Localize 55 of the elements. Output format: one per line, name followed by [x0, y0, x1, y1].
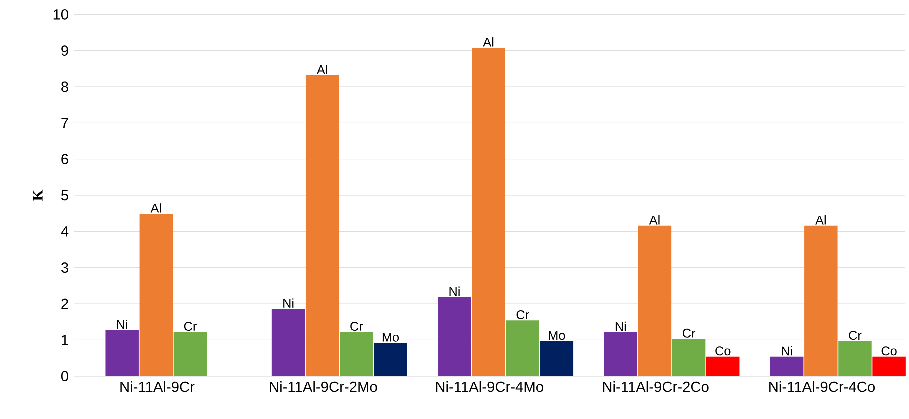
series-label: Ni	[450, 286, 460, 296]
y-tick-label: 9	[62, 45, 68, 56]
y-tick-label: 6	[62, 154, 68, 164]
y-tick-label: 0	[61, 370, 68, 382]
bar	[638, 226, 672, 376]
bar	[140, 214, 174, 376]
text: Al	[316, 64, 328, 74]
text: Co	[882, 346, 897, 356]
y-tick-label: 8	[62, 82, 68, 92]
text: Ni	[782, 346, 792, 356]
bar	[506, 320, 540, 376]
text: Al	[649, 215, 660, 225]
x-tick-label: Ni-11Al-9Cr-4Co	[770, 381, 876, 392]
bar	[672, 338, 706, 376]
bar	[604, 332, 638, 376]
text: Ni	[284, 298, 294, 308]
series-label: Mo	[382, 332, 400, 342]
bar	[706, 356, 740, 376]
series-label: Co	[716, 346, 731, 356]
text: Ni	[616, 322, 626, 331]
bar	[438, 296, 472, 376]
bar	[804, 226, 838, 376]
bar	[106, 330, 139, 376]
series-label: Cr	[849, 330, 862, 340]
y-tick-label: 7	[62, 118, 68, 128]
x-tick-label: Ni-11Al-9Cr-2Mo	[270, 381, 378, 392]
text: Cr	[682, 328, 696, 338]
x-tick-label: Ni-11Al-9Cr	[120, 381, 195, 392]
y-tick-label: 3	[61, 262, 68, 273]
text: Cr	[184, 322, 197, 331]
bar	[872, 356, 906, 376]
x-tick-label: Ni-11Al-9Cr-2Co	[603, 381, 709, 392]
text: Al	[150, 203, 162, 213]
y-tick-label: 10	[54, 9, 68, 20]
y-axis-title: K	[33, 190, 43, 201]
y-tick-label: 5	[62, 190, 68, 200]
bar	[374, 342, 408, 376]
bar	[540, 341, 574, 376]
x-tick-label: Ni-11Al-9Cr-4Mo	[436, 381, 544, 392]
y-tick-label: 2	[62, 298, 68, 309]
bar	[770, 356, 804, 376]
bar	[306, 75, 340, 376]
text: Mo	[549, 331, 566, 340]
bar	[472, 48, 506, 376]
bar	[272, 308, 306, 376]
text: Cr	[516, 310, 530, 320]
y-tick-label: 4	[61, 226, 69, 237]
bar	[838, 341, 872, 376]
series-label: Al	[483, 37, 494, 47]
text: Ni	[117, 320, 128, 330]
text: Cr	[350, 322, 364, 331]
bar	[174, 332, 208, 376]
bar	[340, 332, 374, 376]
y-tick-label: 1	[62, 334, 68, 346]
text: Al	[816, 215, 826, 225]
